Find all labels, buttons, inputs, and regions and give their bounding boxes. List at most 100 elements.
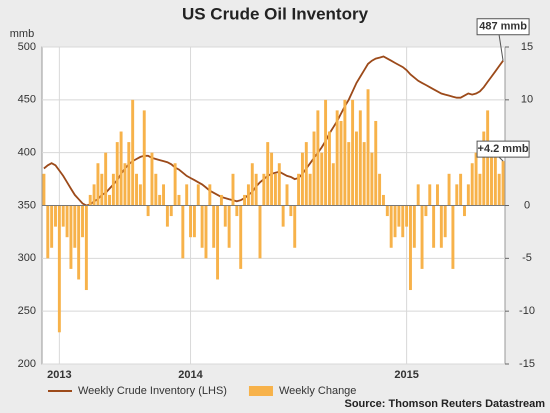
bar xyxy=(320,152,324,206)
bar xyxy=(412,205,416,248)
bar xyxy=(262,173,266,206)
bar xyxy=(246,184,250,206)
x-tick-label: 2014 xyxy=(178,369,203,381)
bar xyxy=(455,184,459,206)
bar xyxy=(343,99,347,206)
bar xyxy=(331,163,335,206)
bar xyxy=(185,184,189,206)
y2-tick-label: -10 xyxy=(519,305,535,317)
bar xyxy=(108,194,111,206)
bar xyxy=(235,205,239,217)
bar xyxy=(65,205,69,238)
annotation-leader xyxy=(498,156,504,162)
bar xyxy=(312,131,316,206)
annotation-leader xyxy=(498,34,504,61)
bar xyxy=(416,184,420,206)
bar xyxy=(173,163,177,206)
bar xyxy=(451,205,455,269)
bar xyxy=(497,173,501,206)
bar xyxy=(428,184,432,206)
bar xyxy=(277,163,281,206)
bar xyxy=(73,205,77,248)
bar xyxy=(189,205,193,238)
bar xyxy=(432,205,436,248)
bar xyxy=(304,142,308,206)
y-tick-label: 400 xyxy=(18,147,36,159)
bar xyxy=(254,173,258,206)
bar xyxy=(104,152,108,206)
bar xyxy=(354,131,358,206)
bar xyxy=(135,173,138,206)
bar xyxy=(138,184,142,206)
bar xyxy=(339,120,343,206)
y-tick-label: 500 xyxy=(18,41,36,53)
bar xyxy=(482,131,486,206)
bar xyxy=(397,205,401,227)
legend-swatch xyxy=(248,386,273,396)
y2-tick-label: -5 xyxy=(522,252,532,264)
y-tick-label: 450 xyxy=(18,94,36,106)
chart-title: US Crude Oil Inventory xyxy=(182,4,369,23)
bar xyxy=(227,205,231,248)
bar xyxy=(146,205,150,217)
y2-tick-label: 10 xyxy=(521,94,533,106)
x-tick-label: 2015 xyxy=(394,369,418,381)
bar xyxy=(289,205,293,217)
bar xyxy=(316,110,320,206)
bar xyxy=(327,131,331,206)
bar xyxy=(54,205,57,227)
bar xyxy=(127,142,131,206)
bar xyxy=(378,173,382,206)
bar xyxy=(223,205,227,227)
bar xyxy=(335,110,339,206)
legend-label: Weekly Change xyxy=(279,385,356,397)
bar xyxy=(285,184,289,206)
bar xyxy=(46,205,50,259)
y-tick-label: 200 xyxy=(18,358,36,370)
bar xyxy=(362,142,366,206)
y-axis-label: mmb xyxy=(10,28,34,40)
bar xyxy=(443,205,447,238)
bar xyxy=(158,194,162,206)
bar xyxy=(366,89,370,206)
y2-tick-label: -15 xyxy=(519,358,535,370)
bar xyxy=(142,110,146,206)
bar xyxy=(490,152,493,206)
bar xyxy=(370,152,374,206)
bar xyxy=(393,205,397,238)
bar xyxy=(150,152,154,206)
bar xyxy=(165,205,169,227)
bar xyxy=(401,205,405,238)
annotation: +4.2 mmb xyxy=(478,143,529,155)
bar xyxy=(436,184,439,206)
bar xyxy=(358,110,362,206)
bar xyxy=(169,205,173,217)
bar xyxy=(219,194,223,206)
y-tick-label: 250 xyxy=(18,305,36,317)
bar xyxy=(486,110,490,206)
bar xyxy=(374,120,378,206)
bar xyxy=(50,205,54,248)
y-tick-label: 350 xyxy=(18,199,36,211)
bar xyxy=(385,205,389,217)
bar xyxy=(351,99,355,206)
bar xyxy=(474,152,478,206)
bar xyxy=(478,173,482,206)
source: Source: Thomson Reuters Datastream xyxy=(345,398,546,410)
bar xyxy=(308,173,312,206)
bar xyxy=(77,205,81,280)
bar xyxy=(42,173,46,206)
bar xyxy=(239,205,243,269)
legend-label: Weekly Crude Inventory (LHS) xyxy=(78,385,227,397)
bar xyxy=(470,163,474,206)
bar xyxy=(258,205,262,259)
bar xyxy=(212,205,216,248)
bar xyxy=(177,194,181,206)
bar xyxy=(88,194,92,206)
bar xyxy=(131,99,135,206)
x-tick-label: 2013 xyxy=(47,369,71,381)
bar xyxy=(420,205,424,269)
bar xyxy=(200,205,204,248)
bar xyxy=(424,205,428,217)
bar xyxy=(381,194,385,206)
